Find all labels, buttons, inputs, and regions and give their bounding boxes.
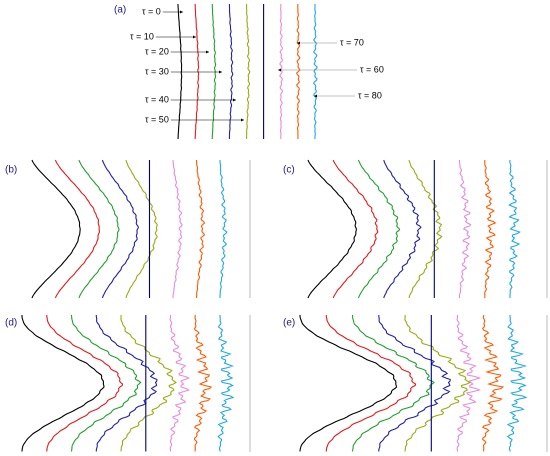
interface-curve [279, 4, 284, 139]
panel-label: (a) [114, 5, 126, 16]
interface-curve [404, 314, 472, 452]
interface-curve [383, 159, 422, 299]
interface-curve [31, 159, 81, 299]
interface-curve [177, 4, 183, 140]
tau-label: τ = 80 [358, 90, 382, 100]
interface-curve [120, 314, 178, 452]
interface-curve [194, 3, 200, 140]
panel-label: (d) [5, 318, 17, 329]
tau-label: τ = 10 [130, 31, 154, 41]
interface-curve [245, 3, 251, 140]
tau-label: τ = 50 [145, 114, 169, 124]
interface-curve [46, 315, 124, 452]
interface-curve [299, 315, 398, 452]
interface-curve [325, 315, 417, 452]
interface-curve [211, 4, 217, 139]
interface-curve [228, 4, 234, 139]
interface-curve [508, 159, 521, 298]
interface-curve [195, 159, 206, 299]
tau-label: τ = 20 [145, 46, 169, 56]
interface-curve [193, 314, 213, 452]
interface-curve [408, 159, 443, 299]
interface-curve [332, 159, 379, 299]
panel-label: (e) [283, 318, 295, 329]
interface-curve [296, 3, 301, 139]
interface-curve [169, 315, 191, 452]
panel-label: (c) [283, 165, 295, 176]
interface-curve [506, 314, 528, 452]
tau-label: τ = 70 [340, 37, 364, 47]
tau-label: τ = 0 [142, 6, 161, 16]
interface-curve [21, 315, 105, 452]
interface-curve [95, 315, 158, 452]
tau-label: τ = 30 [145, 66, 169, 76]
interface-curve [456, 315, 482, 452]
interface-curve [482, 314, 505, 452]
interface-curve [70, 314, 142, 452]
interface-curve [484, 160, 497, 299]
interface-curve [307, 159, 357, 299]
interface-curve [219, 160, 228, 298]
interface-curve [101, 159, 139, 299]
interface-curve [378, 315, 451, 452]
interface-curve [357, 159, 401, 299]
interface-curve [313, 4, 318, 140]
curves [21, 3, 548, 452]
interface-curve [78, 159, 120, 299]
panel-label: (b) [5, 165, 17, 176]
interface-curve [54, 159, 101, 299]
interface-curve [125, 159, 158, 299]
tau-label: τ = 40 [145, 94, 169, 104]
interface-curve [217, 315, 235, 452]
interface-curve [458, 160, 472, 298]
labels: (a) (b) (c) (d) (e) τ = 0 τ = 10 τ = 20 τ = 30 τ … [5, 5, 384, 329]
interface-curve [172, 159, 183, 299]
interface-curve [351, 314, 435, 452]
tau-label: τ = 60 [360, 64, 384, 74]
